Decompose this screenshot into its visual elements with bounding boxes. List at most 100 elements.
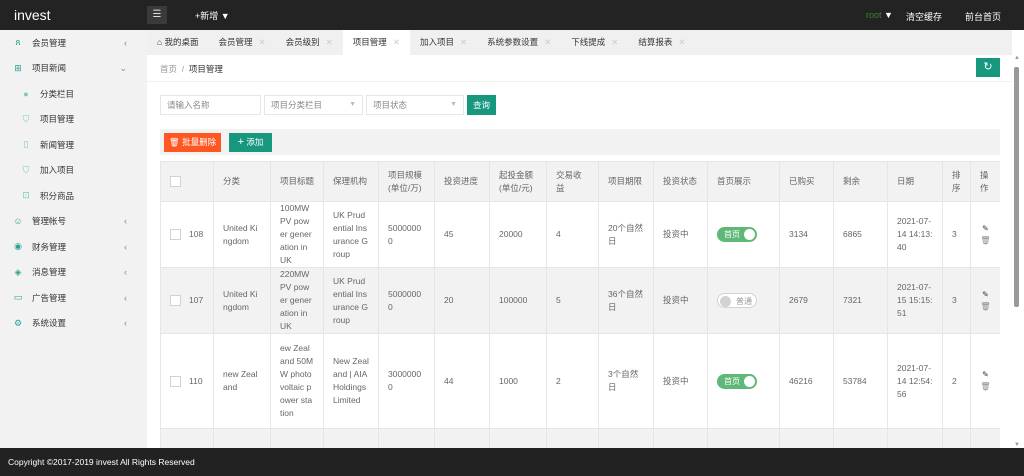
sidebar-item[interactable]: ⛉ 项目管理 (0, 107, 147, 133)
sidebar-item[interactable]: ⊞ 项目新闻 ⌄ (0, 56, 147, 82)
edit-icon[interactable]: ✎ (982, 289, 989, 299)
sidebar-item[interactable]: ⚙ 系统设置 ‹ (0, 311, 147, 337)
cart-icon: ⛉ (22, 164, 30, 175)
sidebar-item[interactable]: ▯ 新闻管理 (0, 132, 147, 158)
sidebar-item[interactable]: ⊡ 积分商品 (0, 183, 147, 209)
close-icon[interactable]: ✕ (611, 37, 619, 47)
add-button[interactable]: + 添加 (229, 133, 272, 152)
trash-icon: 🗑 (168, 137, 180, 147)
edit-icon[interactable]: ✎ (982, 370, 989, 379)
tab-item[interactable]: 项目管理 ✕ (342, 30, 410, 55)
cell-ops (970, 428, 1000, 448)
close-icon[interactable]: ✕ (258, 37, 266, 47)
close-icon[interactable]: ✕ (459, 37, 468, 47)
table-row: 108 United Kingdom 100MW PV power generati… (160, 201, 1000, 268)
trash-icon[interactable]: 🗑 (980, 382, 991, 391)
cell-yield: 4 (546, 201, 599, 268)
new-dropdown[interactable]: +新增 ▼ (195, 11, 230, 21)
chevron-left-icon: ‹ (124, 37, 127, 48)
tab-item[interactable]: 系统参数设置 ✕ (477, 30, 561, 55)
trash-icon[interactable]: 🗑 (980, 301, 991, 311)
query-button[interactable]: 查询 (467, 95, 496, 115)
leaf-icon: ● (23, 88, 29, 99)
scrollbar[interactable]: ▲ ▼ (1012, 55, 1024, 448)
sidebar-item[interactable]: ▭ 广告管理 ‹ (0, 285, 147, 311)
close-icon[interactable]: ✕ (392, 37, 400, 47)
select-all-checkbox[interactable] (170, 176, 181, 188)
cell-category: United Kingdom (213, 201, 271, 268)
edit-icon[interactable]: ✎ (982, 223, 989, 233)
home-display-toggle[interactable]: 普通 (717, 293, 757, 308)
close-icon[interactable]: ✕ (325, 37, 333, 47)
tab-item[interactable]: 会员管理 ✕ (209, 30, 276, 55)
cell-id: 107 (160, 267, 214, 334)
home-display-toggle[interactable]: 首页 (717, 373, 757, 389)
scroll-down-icon[interactable]: ▼ (1014, 442, 1020, 448)
home-icon: ⌂ (157, 37, 165, 47)
category-select[interactable]: 项目分类栏目 ▼ (264, 95, 363, 115)
tab-item[interactable]: 下线提成 ✕ (561, 30, 628, 55)
user-menu[interactable]: root ▼ (866, 10, 893, 20)
cell-category (213, 428, 271, 448)
cell-remain: 53784 (833, 333, 888, 429)
cell-date: 2021-07-14 14:13:40 (887, 201, 943, 268)
close-icon[interactable]: ✕ (544, 37, 552, 47)
row-checkbox[interactable] (170, 229, 181, 241)
home-display-toggle[interactable]: 首页 (717, 227, 757, 242)
tab-label: 下线提成 (571, 37, 606, 47)
cell-title: ew Zealand 50MW photovoltaic power stati… (270, 333, 324, 429)
cell-term: 20个自然日 (598, 201, 654, 268)
tab-item[interactable]: ⌂ 我的桌面 (147, 30, 209, 55)
breadcrumb-current: 项目管理 (188, 64, 223, 74)
row-checkbox[interactable] (170, 295, 181, 307)
cell-agency: New Zea (323, 428, 379, 448)
cell-min: 100000 (489, 267, 547, 334)
column-header: 项目标题 (270, 161, 324, 202)
clear-cache-link[interactable]: 清空缓存 (906, 12, 943, 22)
sidebar-item-label: 管理帐号 (32, 216, 67, 227)
refresh-button[interactable]: ↻ (976, 58, 1000, 77)
sidebar-item-label: 系统设置 (32, 318, 67, 329)
cell-sort (942, 428, 971, 448)
batch-delete-button[interactable]: 🗑 批量删除 (164, 133, 221, 152)
front-home-link[interactable]: 前台首页 (965, 12, 1002, 22)
project-table: 分类 项目标题 保理机构 项目规模(单位/万) 投资进度 起投金额(单位/元) 交易收益 项目… (160, 161, 1000, 448)
cell-agency: UK Prudential Insurance Group (323, 267, 379, 334)
chevron-down-icon: ⌄ (119, 62, 127, 73)
cell-date (887, 428, 943, 448)
user-icon: ጸ (15, 37, 21, 48)
scroll-up-icon[interactable]: ▲ (1014, 55, 1020, 61)
cell-id: 110 (160, 333, 214, 429)
status-select[interactable]: 项目状态 ▼ (366, 95, 464, 115)
sidebar-item[interactable]: ◉ 财务管理 ‹ (0, 234, 147, 260)
sidebar-item[interactable]: ☺ 管理帐号 ‹ (0, 209, 147, 235)
cell-agency: New Zealand | AIA Holdings Limited (323, 333, 379, 429)
cell-status: 投资中 (653, 267, 708, 334)
breadcrumb-home[interactable]: 首页 (160, 64, 178, 74)
column-header: 排序 (942, 161, 971, 202)
scrollbar-thumb[interactable] (1014, 67, 1019, 307)
hamburger-icon[interactable]: ☰ (147, 6, 167, 24)
row-checkbox[interactable] (170, 375, 181, 387)
cell-progress: 20 (434, 267, 490, 334)
cell-title: 100MW PV power generation in UK (270, 201, 324, 268)
cell-title: 220MW PV power generation in UK (270, 267, 324, 334)
cell-yield: 2 (546, 333, 599, 429)
plus-icon: + (237, 136, 245, 148)
sidebar-item[interactable]: ◈ 消息管理 ‹ (0, 260, 147, 286)
sidebar-item[interactable]: ጸ 会员管理 ‹ (0, 30, 147, 56)
sidebar-item[interactable]: ⛉ 加入项目 (0, 158, 147, 184)
tab-item[interactable]: 结算报表 ✕ (628, 30, 695, 55)
column-header: 保理机构 (323, 161, 379, 202)
cell-title: New Zea (270, 428, 324, 448)
chevron-left-icon: ‹ (124, 292, 127, 303)
sidebar-item[interactable]: ● 分类栏目 (0, 81, 147, 107)
column-header: 交易收益 (546, 161, 599, 202)
cell-bought (779, 428, 834, 448)
tab-item[interactable]: 会员级别 ✕ (276, 30, 343, 55)
name-search-input[interactable]: 请输入名称 (160, 95, 261, 115)
tab-label: 会员级别 (285, 37, 320, 47)
close-icon[interactable]: ✕ (678, 37, 686, 47)
trash-icon[interactable]: 🗑 (980, 235, 991, 245)
tab-item[interactable]: 加入项目 ✕ (410, 30, 477, 55)
